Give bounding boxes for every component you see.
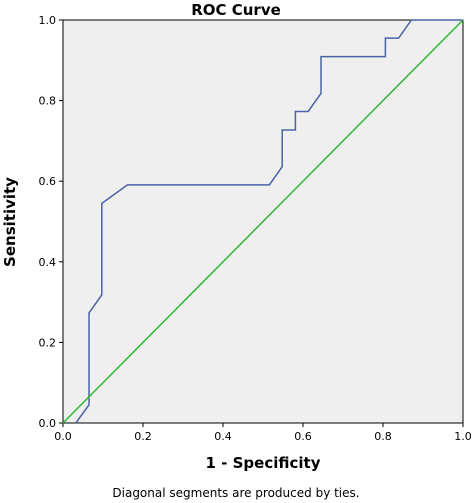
y-tick-label: 0.8 [39, 95, 57, 108]
axis-ticks: 0.0 0.2 0.4 0.6 0.8 1.0 0.0 0.2 0.4 0.6 0.8 1.0 [39, 14, 472, 443]
x-tick-label: 0.6 [294, 430, 312, 443]
reference-diagonal-line [62, 19, 464, 424]
x-axis-title: 1 - Specificity [206, 454, 321, 472]
series-layer [62, 19, 464, 424]
y-axis-title: Sensitivity [1, 177, 19, 267]
chart-title: ROC Curve [191, 1, 281, 19]
y-tick-label: 0.2 [39, 336, 57, 349]
y-tick-label: 0.6 [39, 175, 57, 188]
y-tick-label: 0.0 [39, 417, 57, 430]
y-tick-label: 0.4 [39, 256, 57, 269]
x-tick-label: 0.8 [374, 430, 392, 443]
x-tick-label: 0.4 [214, 430, 232, 443]
x-tick-label: 1.0 [454, 430, 472, 443]
x-tick-label: 0.2 [134, 430, 152, 443]
footnote: Diagonal segments are produced by ties. [112, 486, 359, 500]
roc-curve-line [75, 19, 463, 424]
x-tick-label: 0.0 [54, 430, 72, 443]
y-tick-label: 1.0 [39, 14, 57, 27]
